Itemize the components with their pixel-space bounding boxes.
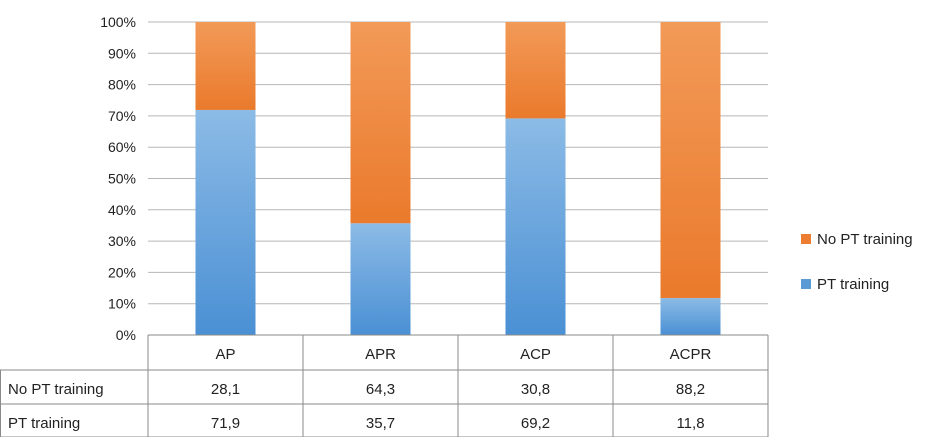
y-tick-label: 90%: [108, 45, 136, 61]
bar-acpr-pt-training: [660, 298, 721, 335]
bar-acpr-no-pt-training: [660, 22, 721, 299]
y-tick-label: 40%: [108, 202, 136, 218]
table-cell: 28,1: [211, 381, 240, 398]
bar-ap-no-pt-training: [195, 22, 256, 110]
table-cell: 71,9: [211, 415, 240, 432]
legend-label: PT training: [817, 276, 889, 293]
y-tick-label: 20%: [108, 264, 136, 280]
category-label: AP: [215, 346, 235, 363]
y-tick-label: 70%: [108, 108, 136, 124]
bars: [195, 22, 721, 336]
y-tick-label: 10%: [108, 296, 136, 312]
y-tick-label: 50%: [108, 171, 136, 187]
bar-apr-no-pt-training: [350, 22, 411, 224]
legend: No PT training PT training: [801, 231, 913, 293]
legend-swatch: [801, 279, 811, 289]
legend-swatch: [801, 234, 811, 244]
data-table: AP APR ACP ACPR No PT training 28,1 64,3 30,8 88…: [0, 334, 769, 438]
table-cell: 11,8: [676, 415, 704, 432]
category-label: APR: [365, 346, 396, 363]
bar-acp-no-pt-training: [505, 22, 566, 119]
y-tick-label: 60%: [108, 139, 136, 155]
y-tick-label: 0%: [116, 327, 136, 343]
table-row-label: No PT training: [8, 381, 104, 398]
bar-acp-pt-training: [505, 118, 566, 336]
table-cell: 88,2: [676, 381, 705, 398]
table-cell: 69,2: [521, 415, 550, 432]
table-row-label: PT training: [8, 415, 80, 432]
bar-ap-pt-training: [195, 109, 256, 335]
legend-label: No PT training: [817, 231, 913, 248]
y-tick-label: 100%: [100, 14, 136, 30]
category-label: ACP: [520, 346, 551, 363]
table-cell: 30,8: [521, 381, 550, 398]
table-cell: 35,7: [366, 415, 395, 432]
table-cell: 64,3: [366, 381, 395, 398]
y-tick-label: 30%: [108, 233, 136, 249]
bar-apr-pt-training: [350, 223, 411, 335]
category-label: ACPR: [670, 346, 712, 363]
y-tick-label: 80%: [108, 77, 136, 93]
y-axis: 0% 10% 20% 30% 40% 50% 60% 70% 80% 90% 100%: [100, 14, 136, 343]
